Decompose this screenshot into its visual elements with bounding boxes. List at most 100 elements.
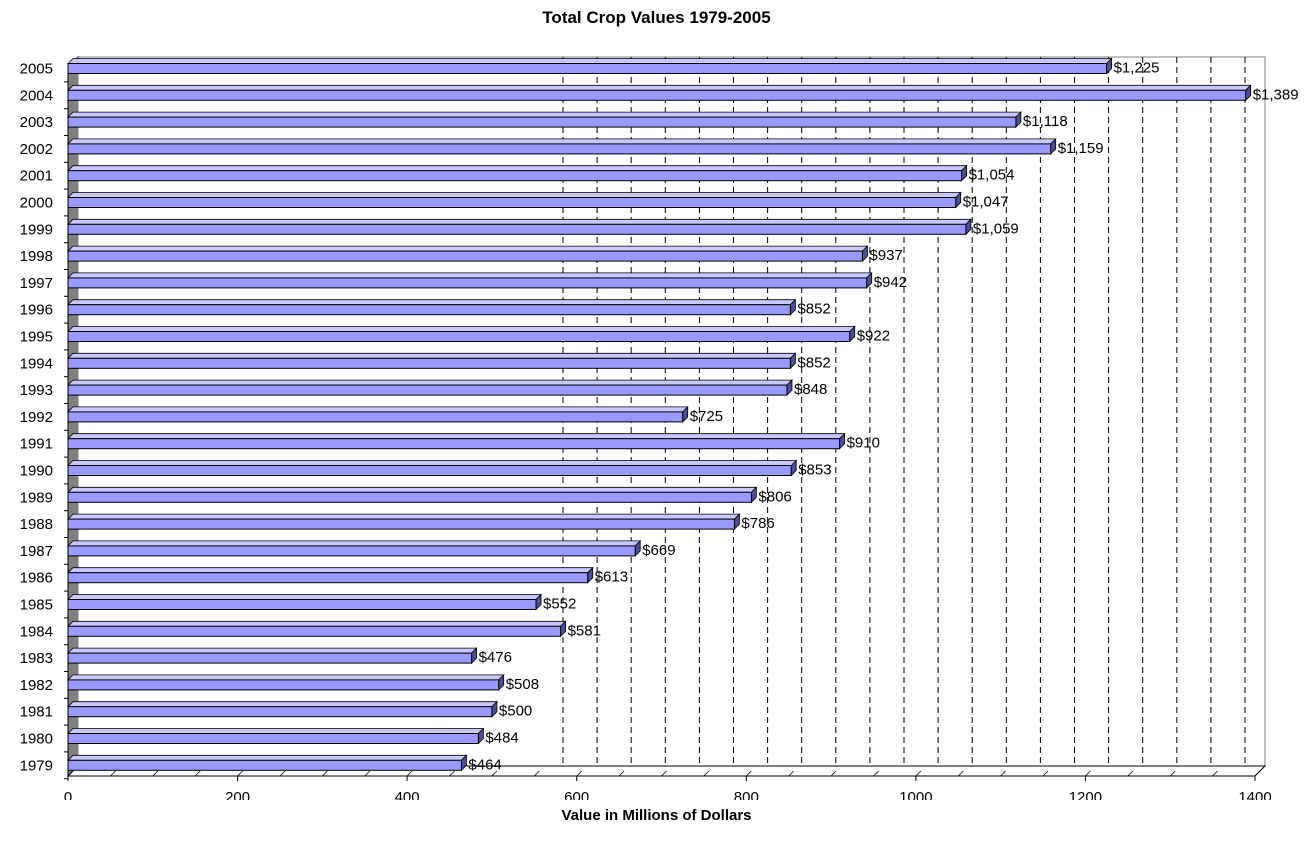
minor-tick xyxy=(279,770,286,777)
bar-top xyxy=(67,192,962,198)
bar-top xyxy=(67,513,741,520)
minor-tick xyxy=(1127,770,1134,777)
bar-top xyxy=(67,218,972,225)
minor-tick xyxy=(618,770,625,777)
minor-tick xyxy=(576,770,582,777)
x-axis-label: Value in Millions of Dollars xyxy=(561,807,752,824)
y-tick-label: 1983 xyxy=(20,650,53,667)
data-label: $1,059 xyxy=(973,220,1019,237)
minor-tick xyxy=(958,770,964,777)
chart-title: Total Crop Values 1979-2005 xyxy=(542,8,771,27)
y-tick-label: 1984 xyxy=(20,623,53,640)
bar-top xyxy=(67,647,478,654)
x-tick-label: 1000 xyxy=(899,789,932,800)
minor-tick xyxy=(915,770,922,777)
y-tick-label: 1985 xyxy=(20,597,53,614)
y-tick-label: 1981 xyxy=(20,704,53,721)
data-label: $942 xyxy=(874,274,907,291)
minor-tick xyxy=(1000,770,1006,777)
bar-top xyxy=(67,433,846,440)
bar xyxy=(67,89,1247,101)
bar xyxy=(67,170,963,182)
bar xyxy=(67,357,791,369)
data-label: $1,389 xyxy=(1253,86,1299,103)
y-tick-label: 2004 xyxy=(20,87,53,104)
data-label: $1,159 xyxy=(1058,140,1104,157)
data-label: $853 xyxy=(798,462,831,479)
bar xyxy=(67,304,791,316)
bar-top xyxy=(67,406,689,413)
minor-tick xyxy=(194,770,201,777)
y-tick-label: 1993 xyxy=(20,382,53,399)
data-label: $464 xyxy=(468,756,501,773)
minor-tick xyxy=(830,770,837,777)
bar xyxy=(67,518,735,530)
bar xyxy=(67,491,752,503)
minor-tick xyxy=(237,770,243,777)
data-label: $725 xyxy=(690,408,723,425)
minor-tick xyxy=(152,770,159,777)
minor-tick xyxy=(1169,770,1176,777)
x-tick-label: 1400 xyxy=(1238,789,1271,800)
x-tick-label: 600 xyxy=(564,789,589,800)
bar-top xyxy=(67,379,793,386)
data-label: $852 xyxy=(797,301,830,318)
data-label: $669 xyxy=(642,542,675,559)
minor-tick xyxy=(873,770,879,777)
bar-top xyxy=(67,674,505,681)
minor-tick xyxy=(1042,770,1049,777)
data-label: $1,054 xyxy=(969,167,1015,184)
data-label: $786 xyxy=(741,515,774,532)
data-label: $1,047 xyxy=(963,194,1009,211)
x-tick-label: 800 xyxy=(734,789,759,800)
minor-tick xyxy=(67,770,74,777)
data-label: $937 xyxy=(869,247,902,264)
data-label: $910 xyxy=(847,435,880,452)
bar xyxy=(67,652,473,664)
minor-tick xyxy=(449,770,455,777)
minor-tick xyxy=(746,770,752,777)
bar xyxy=(67,223,967,235)
bar-top xyxy=(67,460,798,466)
minor-tick xyxy=(1212,770,1218,777)
minor-tick xyxy=(703,770,710,777)
bar xyxy=(67,465,792,476)
y-tick-label: 1979 xyxy=(20,757,53,774)
y-tick-label: 1980 xyxy=(20,731,53,748)
data-label: $922 xyxy=(857,328,890,345)
bar-top xyxy=(67,245,869,252)
y-tick-label: 1986 xyxy=(20,570,53,587)
bar-top xyxy=(67,272,873,279)
bar xyxy=(67,625,562,637)
bar-top xyxy=(67,728,485,734)
bar xyxy=(67,277,868,289)
x-tick-label: 200 xyxy=(225,789,250,800)
y-tick-label: 1988 xyxy=(20,516,53,533)
bar-chart: $1,2252005$1,3892004$1,1182003$1,1592002… xyxy=(20,55,1299,800)
y-tick-label: 1996 xyxy=(20,302,53,319)
bar-top xyxy=(67,754,468,761)
bar-top xyxy=(67,84,1252,91)
y-tick-label: 1994 xyxy=(20,355,53,372)
data-label: $552 xyxy=(543,596,576,613)
minor-tick xyxy=(491,770,498,777)
minor-tick xyxy=(364,770,371,777)
y-tick-label: 1982 xyxy=(20,677,53,694)
bar xyxy=(67,63,1108,74)
bar-top xyxy=(67,620,567,627)
bar xyxy=(67,438,841,450)
data-label: $1,118 xyxy=(1023,113,1068,130)
bar xyxy=(67,197,957,208)
data-label: $581 xyxy=(568,622,601,639)
bar xyxy=(67,572,589,584)
bar xyxy=(67,250,863,262)
x-tick-label: 1200 xyxy=(1069,789,1102,800)
bar-top xyxy=(67,58,1113,64)
bar xyxy=(67,411,684,423)
data-label: $476 xyxy=(479,649,512,666)
bar xyxy=(67,599,537,610)
minor-tick xyxy=(1254,770,1261,777)
bar-top xyxy=(67,111,1022,118)
bar-top xyxy=(67,486,758,493)
bar-top xyxy=(67,540,642,547)
